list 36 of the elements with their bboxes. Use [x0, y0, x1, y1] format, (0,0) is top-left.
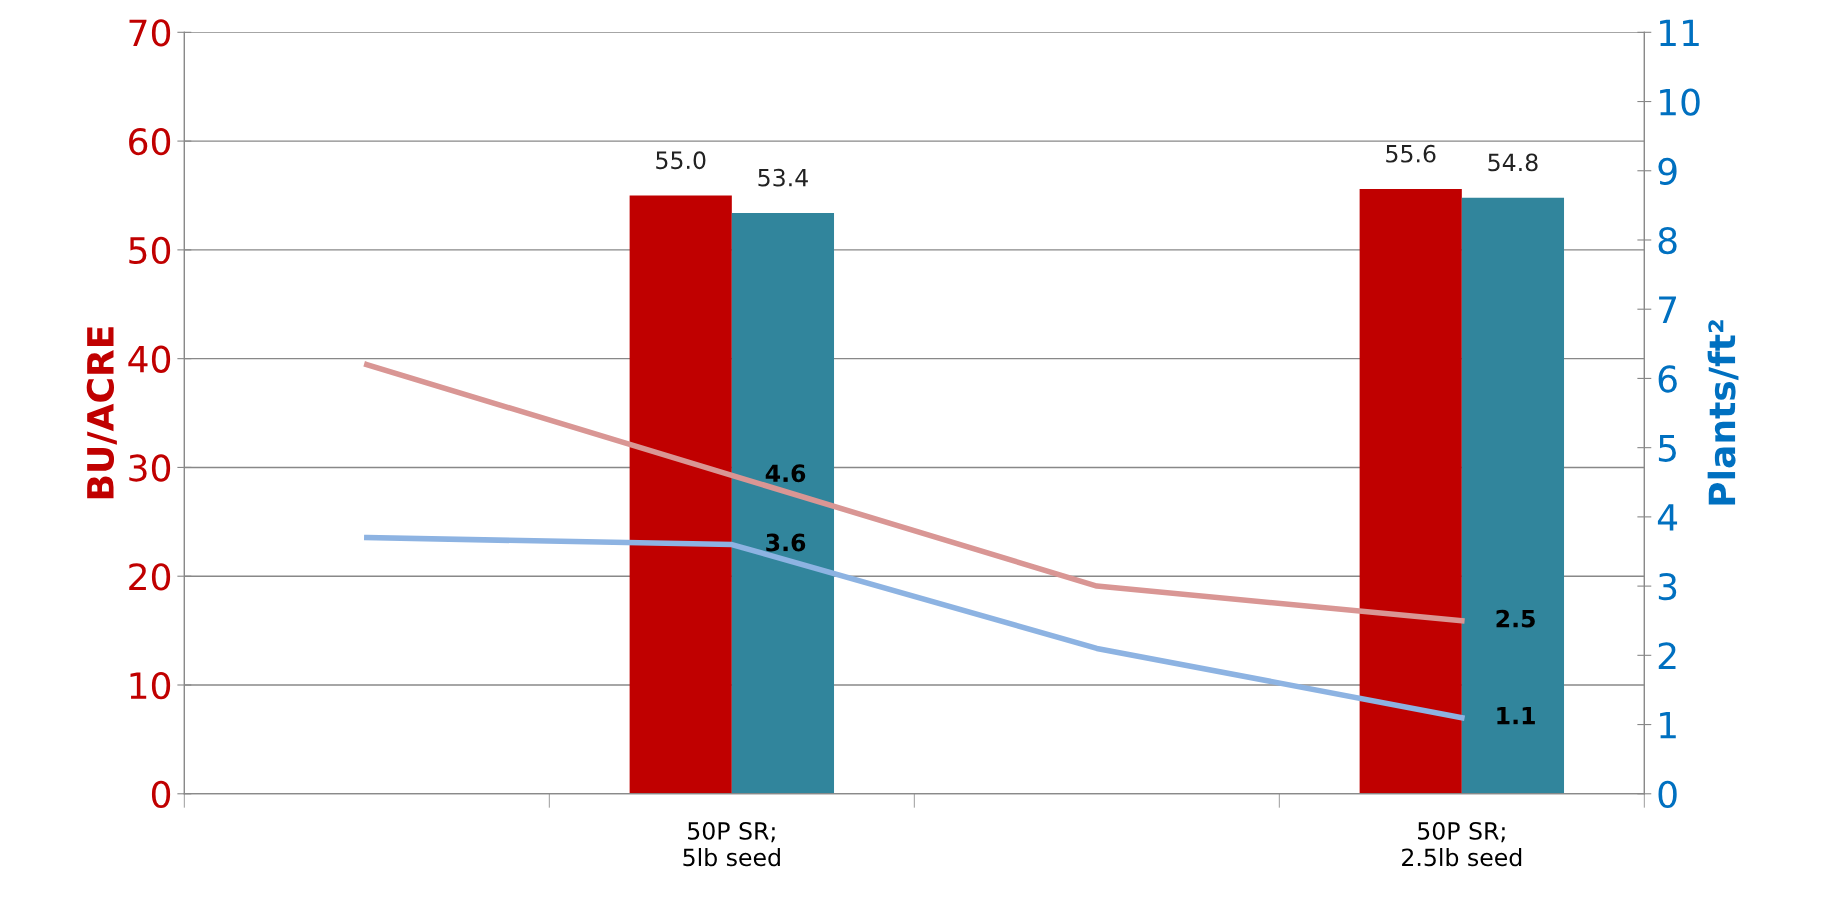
y2-tick-label: 7 [1659, 296, 1677, 323]
y-tick-label: 40 [128, 345, 171, 373]
bar [1461, 197, 1565, 794]
y2-tick-label: 4 [1657, 504, 1678, 531]
y-tick-label: 10 [130, 671, 171, 700]
y-tick-label: 0 [151, 780, 171, 809]
y-tick-label: 70 [129, 19, 171, 47]
y2-axis-title: Plants/ft² [1707, 320, 1739, 505]
y2-tick-label: 11 [1660, 19, 1699, 47]
data-label: 3.6 [766, 533, 806, 552]
y2-tick-label: 9 [1658, 157, 1677, 185]
y-tick-label: 60 [129, 128, 171, 156]
y2-tick-label: 2 [1658, 642, 1676, 670]
bar [731, 212, 835, 794]
x-tick-label: 50P SR; 2.5lb seed [1402, 821, 1522, 867]
data-label: 55.0 [656, 151, 706, 170]
data-label: 4.6 [765, 464, 806, 483]
data-label: 54.8 [1488, 153, 1538, 172]
y2-tick-label: 8 [1658, 226, 1677, 255]
x-tick-label: 50P SR; 5lb seed [683, 821, 780, 867]
data-label: 1.1 [1497, 706, 1535, 725]
y-tick-label: 20 [129, 563, 171, 591]
y-tick-label: 30 [129, 454, 171, 482]
y2-tick-label: 3 [1658, 573, 1677, 601]
data-label: 55.6 [1386, 144, 1436, 163]
y2-tick-label: 10 [1660, 88, 1700, 116]
bar [629, 195, 732, 794]
y-axis-title: BU/ACRE [86, 327, 117, 499]
y2-tick-label: 1 [1660, 711, 1676, 739]
data-label: 2.5 [1496, 609, 1535, 628]
y-tick-label: 50 [129, 236, 171, 265]
y2-tick-label: 5 [1658, 435, 1676, 462]
data-label: 53.4 [758, 168, 808, 187]
y2-tick-label: 6 [1658, 365, 1677, 393]
y2-tick-label: 0 [1658, 780, 1677, 809]
bar [1359, 188, 1462, 794]
